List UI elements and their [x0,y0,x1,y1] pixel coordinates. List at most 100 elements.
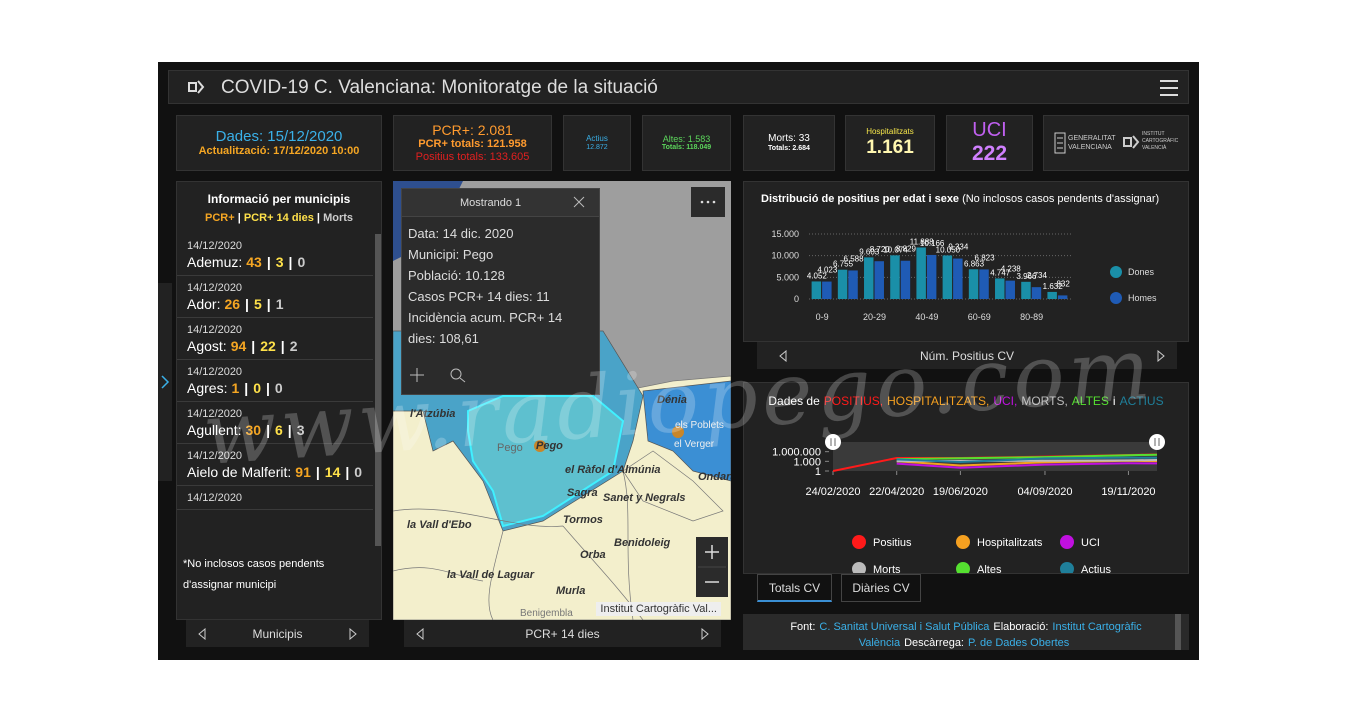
map-point[interactable] [534,440,546,452]
range-handle[interactable] [1149,434,1165,450]
sources-text: Font: C. Sanitat Universal i Salut Públic… [743,614,1189,650]
municipality-item[interactable]: 14/12/2020 Agost: 94 | 22 | 2 [177,318,373,360]
bar-chart: Distribució de positius per edat i sexe(… [761,193,1159,322]
x-tick-label: 04/09/2020 [1017,486,1072,498]
item-deaths: 2 [289,338,298,354]
value-label: 9.603 [859,247,880,256]
icv-text: INSTITUT CARTOGRÀFIC VALENCIÀ [1142,131,1178,152]
panel-note: *No inclosos casos pendents d'assignar m… [183,558,325,591]
scrollbar[interactable] [375,234,381,546]
map-label: la Vall de Laguar [447,569,535,581]
date-tile: Dades: 15/12/2020 Actualització: 17/12/2… [176,115,382,171]
map-menu[interactable] [691,187,725,217]
municipality-item[interactable]: 14/12/2020 Aielo de Malferit: 91 | 14 | 0 [177,444,373,486]
next-button[interactable] [1157,350,1165,362]
popup-close[interactable] [573,196,585,208]
panel-legend: PCR+ | PCR+ 14 dies | Morts [177,212,381,224]
line-panel: Dades de POSITIUS, HOSPITALITZATS, UCI, MORT… [743,382,1189,574]
source-link[interactable]: P. de Dades Obertes [968,637,1070,649]
source-link[interactable]: C. Sanitat Universal i Salut Pública [819,621,990,633]
source-label: Elaboració: [993,621,1049,633]
item-deaths: 0 [354,464,363,480]
menu-button[interactable] [1159,79,1179,97]
municipality-list: 14/12/2020 Ademuz: 43 | 3 | 0 14/12/2020 Ador: 26… [177,234,373,546]
popup-title: Mostrando 1 [460,197,522,209]
legend-sep: | [237,212,241,224]
legend-marker [956,562,970,573]
item-name: Agullent: [187,422,242,438]
bar [1057,295,1068,299]
handle-grip [1154,438,1160,446]
bar [848,270,858,299]
legend-label: Morts [873,564,901,574]
value-label: 6.755 [833,260,854,269]
item-name: Agres: [187,380,228,396]
item-pcr: 26 [224,296,241,312]
prev-button[interactable] [416,628,424,640]
panel-title: Informació per municipis [207,192,351,206]
value-label: 11.888 [910,237,934,246]
municipality-item[interactable]: 14/12/2020 Ador: 26 | 5 | 1 [177,276,373,318]
bar [864,257,874,299]
map-label: Sagra [567,487,598,499]
item-line: Aielo de Malferit: 91 | 14 | 0 [187,464,363,480]
prev-button[interactable] [198,628,206,640]
item-name: Agost: [187,338,227,354]
dashboard: COVID-19 C. Valenciana: Monitoratge de l… [158,62,1199,660]
map-area [622,450,724,522]
icu-tile: UCI 222 [946,115,1033,171]
next-button[interactable] [701,628,709,640]
icv-line: CARTOGRÀFIC [1142,138,1179,144]
scrollbar[interactable] [1175,614,1181,650]
map-label: el Verger [674,439,715,450]
popup-line: Població: 10.128 [408,268,505,283]
title-part: MORTS, [1021,394,1067,408]
next-button[interactable] [349,628,357,640]
line-chart: Dades de POSITIUS, HOSPITALITZATS, UCI, MORT… [768,394,1165,574]
prev-button[interactable] [779,350,787,362]
side-toggle[interactable] [158,283,172,481]
y-tick-label: 0 [794,294,799,304]
legend-sep: | [316,212,320,224]
x-tick-label: 19/11/2020 [1101,486,1155,498]
subtitle: (No inclosos casos pendents d'assignar) [962,193,1159,205]
x-tick-label: 80-89 [1020,312,1043,322]
tab[interactable]: Diàries CV [841,574,921,602]
tab[interactable]: Totals CV [757,574,832,602]
map-label: Pego [536,440,563,452]
scroll-thumb[interactable] [375,234,381,546]
value-label: 2.734 [1027,271,1048,280]
hosp-value: 1.161 [866,136,914,158]
map-label: Dénia [657,394,687,406]
item-name: Aielo de Malferit: [187,464,292,480]
footer-label: Municipis [252,626,303,641]
popup-line: Data: 14 dic. 2020 [408,226,514,241]
logo-icon [188,80,205,94]
value-label: 6.823 [975,253,996,262]
discharged-tile: Altes: 1.583 Totals: 118.049 [642,115,731,171]
value-label: 4.238 [1001,265,1022,274]
zoom-controls[interactable] [696,537,728,597]
item-line: Ademuz: 43 | 3 | 0 [187,254,363,270]
municipality-item[interactable]: 14/12/2020 Ademuz: 43 | 3 | 0 [177,234,373,276]
source-link[interactable]: Institut Cartogràfic València [858,621,1142,649]
value-label: 832 [1056,279,1070,288]
logos-tile: GENERALITAT VALENCIANA INSTITUT CARTOGRÀFI… [1043,115,1189,171]
positive-total: Positius totals: 133.605 [415,151,530,164]
gva-text: GENERALITAT VALENCIANA [1068,134,1116,152]
municipality-item[interactable]: 14/12/2020 [177,486,373,510]
legend-marker [852,535,866,549]
popup-actions[interactable] [410,367,470,383]
range-handle[interactable] [825,434,841,450]
legend-marker [1060,535,1074,549]
bar [995,278,1005,299]
municipality-item[interactable]: 14/12/2020 Agullent: 30 | 6 | 3 [177,402,373,444]
handle-knob [1149,434,1165,450]
item-line: Agost: 94 | 22 | 2 [187,338,363,354]
bar [1047,291,1057,299]
municipality-item[interactable]: 14/12/2020 Agres: 1 | 0 | 0 [177,360,373,402]
selected-area[interactable] [467,395,625,528]
map-label: el Ràfol d'Almúnia [565,464,661,476]
legend-pcr14: PCR+ 14 dies [243,212,314,224]
map-point[interactable] [672,426,684,438]
